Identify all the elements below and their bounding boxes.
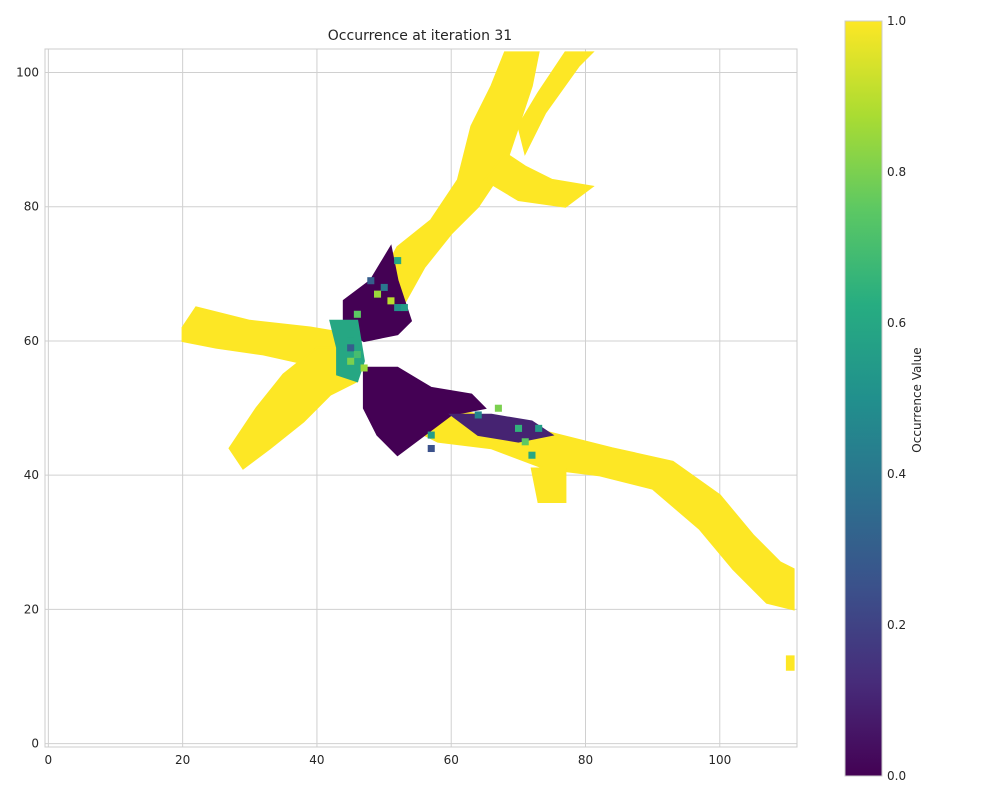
y-tick-label: 100 — [16, 65, 39, 79]
heatmap-cell — [515, 424, 523, 432]
heatmap-cell — [360, 364, 368, 372]
heatmap-cell — [521, 438, 529, 446]
heatmap-region — [362, 51, 540, 329]
heatmap-region — [448, 413, 555, 443]
heatmap-cell — [380, 283, 388, 291]
x-tick-label: 100 — [708, 753, 731, 767]
colorbar-tick-label: 0.8 — [887, 165, 906, 179]
x-tick-label: 20 — [175, 753, 190, 767]
plot-area: 0 20 40 60 80 100 0 20 40 60 80 100 — [16, 48, 798, 767]
heatmap-cell — [400, 304, 408, 312]
colorbar-tick-label: 0.4 — [887, 467, 906, 481]
heatmap-region — [396, 386, 795, 611]
heatmap-cell — [347, 330, 355, 338]
y-tick-label: 0 — [31, 737, 39, 751]
y-tick-label: 80 — [24, 200, 39, 214]
x-tick-label: 40 — [309, 753, 324, 767]
heatmap-cell — [394, 257, 402, 265]
y-tick-label: 60 — [24, 334, 39, 348]
colorbar-tick-label: 1.0 — [887, 14, 906, 28]
heatmap-cell — [367, 277, 375, 285]
x-tick-label: 0 — [45, 753, 53, 767]
heatmap-cell — [474, 411, 482, 419]
colorbar-tick-label: 0.2 — [887, 618, 906, 632]
heatmap-cell — [374, 290, 382, 298]
heatmap-cell — [353, 351, 361, 359]
heatmap-region — [785, 655, 795, 671]
heatmap-region — [483, 151, 595, 208]
heatmap-cell — [494, 404, 502, 412]
heatmap-cell — [387, 297, 395, 305]
y-tick-label: 20 — [24, 602, 39, 616]
heatmap-cell — [353, 310, 361, 318]
heatmap-cell — [535, 424, 543, 432]
x-tick-label: 80 — [578, 753, 593, 767]
colorbar: 0.0 0.2 0.4 0.6 0.8 1.0 — [844, 14, 906, 783]
colorbar-fill — [845, 21, 882, 776]
chart-title: Occurrence at iteration 31 — [328, 28, 512, 44]
heatmap-cell — [528, 451, 536, 459]
heatmap-region — [530, 467, 567, 503]
colorbar-tick-label: 0.6 — [887, 316, 906, 330]
colorbar-frame — [844, 20, 883, 777]
x-tick-label: 60 — [444, 753, 459, 767]
heatmap-cell — [347, 357, 355, 365]
heatmap-cell — [427, 444, 435, 453]
heatmap-region — [517, 51, 595, 156]
colorbar-tick-label: 0.0 — [887, 769, 906, 783]
colorbar-label: Occurrence Value — [910, 347, 924, 452]
heatmap-cell — [394, 304, 402, 312]
heatmap-cell — [347, 344, 355, 352]
axes-frame — [44, 48, 798, 748]
y-tick-label: 40 — [24, 468, 39, 482]
heatmap-cell — [427, 431, 435, 439]
